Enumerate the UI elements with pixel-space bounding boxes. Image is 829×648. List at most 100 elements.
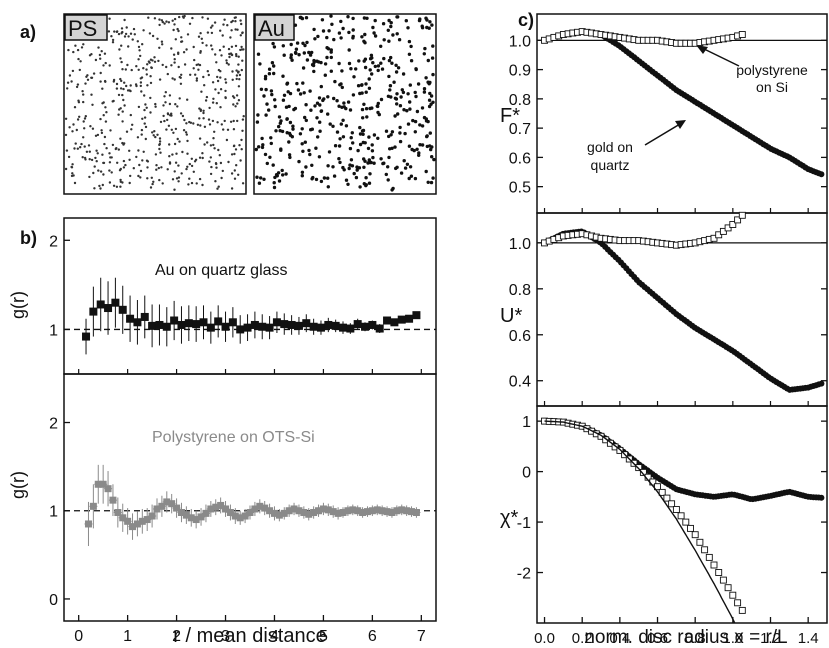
scatter-dot [160,40,164,43]
scatter-dot [272,185,277,190]
scatter-dot [304,118,308,123]
scatter-dot [288,155,292,160]
scatter-dot [116,161,119,164]
scatter-dot [122,98,125,102]
scatter-dot [240,68,243,72]
scatter-dot [347,61,352,66]
scatter-dot [208,123,212,126]
scatter-dot [88,175,91,179]
scatter-dot [337,61,341,66]
data-point-gold [818,494,825,501]
annotation-polystyrene-line2: on Si [756,79,788,95]
y-tick-label: 0 [522,465,531,482]
scatter-dot [142,67,145,70]
data-point [368,507,376,515]
scatter-dot [137,105,141,109]
scatter-dot [201,16,204,19]
scatter-dot [146,177,149,180]
scatter-dot [282,93,287,98]
scatter-dot [90,53,93,56]
scatter-dot [338,160,342,165]
scatter-dot [337,157,341,161]
data-point [285,507,293,515]
data-point [412,508,420,516]
scatter-dot [225,138,229,142]
scatter-dot [427,98,432,102]
scatter-dot [265,102,269,106]
scatter-dot [319,84,323,89]
scatter-dot [278,129,282,133]
data-point-polystyrene [738,31,746,38]
scatter-dot [150,176,153,179]
scatter-dot [355,165,359,169]
scatter-dot [338,83,342,87]
scatter-dot [153,56,156,59]
scatter-dot [156,133,159,136]
scatter-dot [75,85,79,89]
au-dots [254,14,436,192]
scatter-dot [130,128,133,131]
scatter-dot [107,30,111,33]
scatter-dot [211,81,215,84]
scatter-dot [217,91,220,95]
data-point [207,505,215,513]
data-point [111,298,120,307]
scatter-dot [326,185,330,189]
scatter-dot [319,179,324,184]
scatter-dot [198,117,201,120]
c-middle-ylabel: U* [500,305,522,327]
scatter-dot [88,158,91,161]
scatter-dot [372,133,377,137]
scatter-dot [200,90,203,93]
scatter-dot [121,110,124,113]
scatter-dot [329,50,333,54]
scatter-dot [379,61,383,65]
b-bottom-annotation: Polystyrene on OTS-Si [152,429,315,446]
c-xlabel: norm. disc radius x = r/L [584,627,787,648]
scatter-dot [415,147,419,151]
scatter-dot [407,52,412,56]
scatter-dot [368,68,372,72]
scatter-dot [429,94,434,98]
scatter-dot [358,125,362,130]
scatter-dot [347,30,351,35]
scatter-dot [108,64,111,67]
scatter-dot [172,131,175,134]
data-point [393,507,401,515]
scatter-dot [94,156,97,160]
scatter-dot [364,90,368,94]
data-point [334,509,342,517]
scatter-dot [372,161,376,165]
scatter-dot [66,81,70,84]
scatter-dot [304,16,309,20]
scatter-dot [371,61,375,65]
scatter-dot [87,144,91,147]
scatter-dot [352,171,356,176]
scatter-dot [366,161,370,165]
scatter-dot [158,137,162,140]
scatter-dot [264,87,268,92]
scatter-dot [83,117,87,120]
scatter-dot [326,164,330,168]
scatter-dot [257,145,261,149]
scatter-dot [166,168,169,171]
scatter-dot [347,48,351,52]
scatter-dot [320,18,325,22]
scatter-dot [302,51,306,55]
scatter-dot [214,53,217,56]
scatter-dot [302,91,306,95]
scatter-dot [340,85,344,90]
scatter-dot [73,106,77,109]
scatter-dot [206,31,210,34]
data-point [310,508,318,516]
panel-c-middle: U* 0.4 0.6 0.8 1.0 [500,211,828,407]
scatter-dot [431,176,435,180]
scatter-dot [176,27,179,31]
scatter-dot [313,104,317,108]
scatter-dot [192,45,195,49]
scatter-dot [268,155,272,159]
scatter-dot [219,76,222,79]
scatter-dot [199,32,202,35]
y-tick-label: 0.8 [509,282,531,299]
data-point [114,508,122,516]
